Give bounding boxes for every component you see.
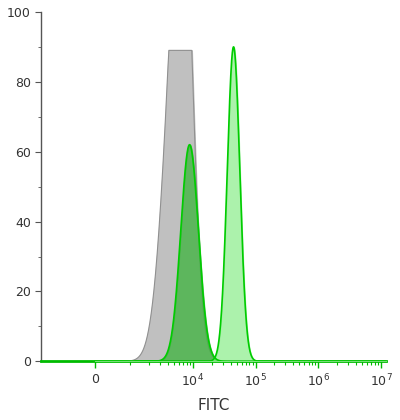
X-axis label: FITC: FITC: [198, 398, 230, 413]
